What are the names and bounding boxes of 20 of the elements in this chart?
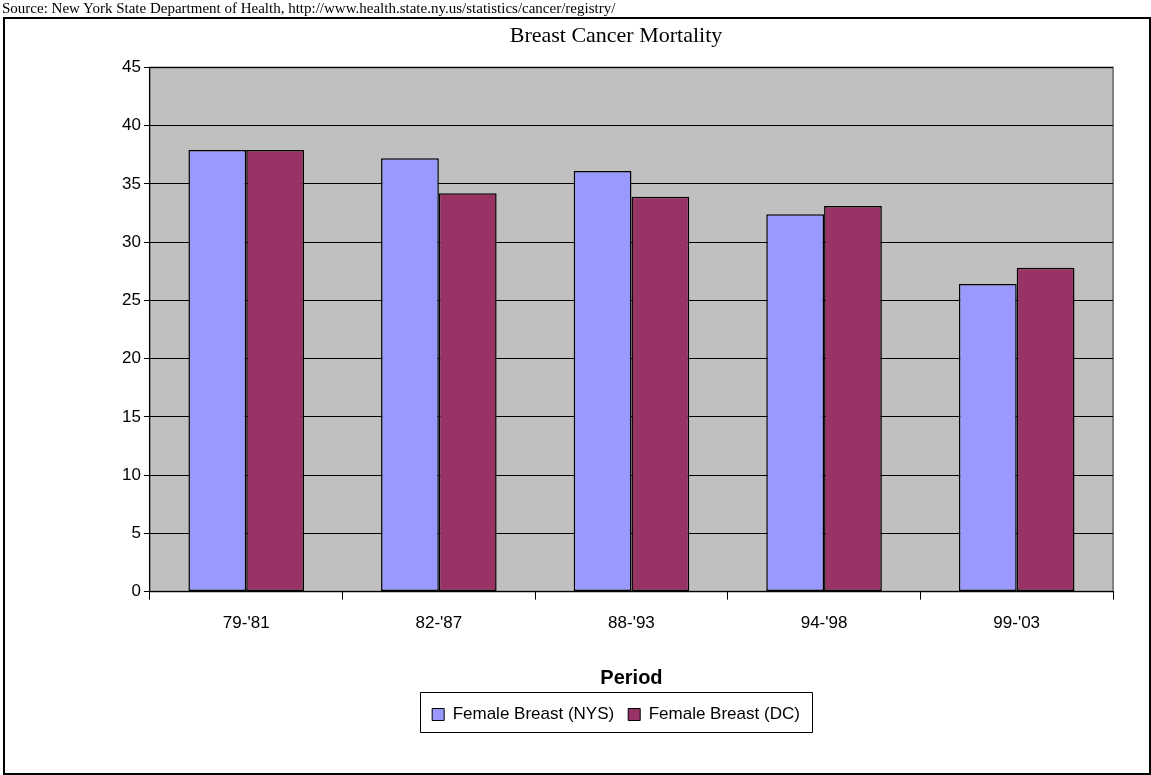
y-tick-label: 10 — [121, 464, 141, 484]
y-tick-label: 35 — [121, 173, 141, 193]
y-tick-label: 0 — [131, 581, 141, 601]
x-tick-label: 79-'81 — [222, 613, 270, 633]
y-tick-label: 45 — [121, 57, 141, 77]
y-tick-label: 20 — [121, 348, 141, 368]
y-tick-label: 40 — [121, 115, 141, 135]
chart-title: Breast Cancer Mortality — [509, 21, 723, 47]
x-axis-title: Period — [600, 665, 663, 688]
y-tick-label: 25 — [121, 290, 141, 310]
y-tick-label: 15 — [121, 406, 141, 426]
y-tick-label: 30 — [121, 231, 141, 251]
legend-label: Female Breast (DC) — [648, 704, 800, 724]
x-tick-label: 88-'93 — [608, 613, 655, 633]
x-tick-label: 82-'87 — [415, 613, 463, 633]
legend-label: Female Breast (NYS) — [452, 704, 615, 724]
x-tick-label: 94-'98 — [800, 613, 848, 633]
y-tick-label: 5 — [131, 523, 141, 543]
x-tick-label: 99-'03 — [993, 613, 1041, 633]
source-note: Source: New York State Department of Health, http://www.health.state.ny.us/statistics/cancer/registry/ — [2, 0, 616, 16]
